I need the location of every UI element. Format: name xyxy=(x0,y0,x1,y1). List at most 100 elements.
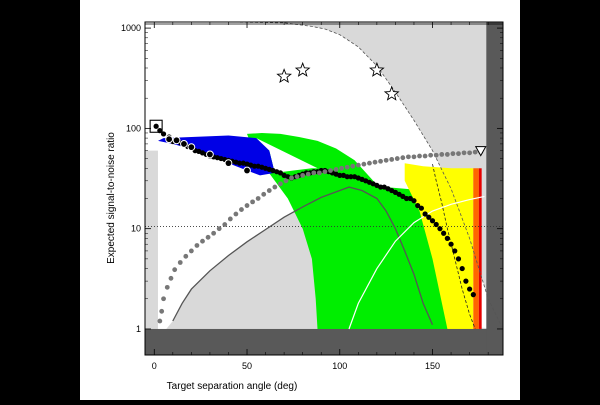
data-point-filled-circle xyxy=(403,195,410,202)
data-point-gray-circle xyxy=(233,211,239,217)
data-point-gray-circle xyxy=(344,164,350,170)
data-point-filled-circle xyxy=(277,170,284,176)
data-point-filled-circle xyxy=(415,202,421,209)
y-tick-label: 1000 xyxy=(121,23,141,33)
data-point-gray-circle xyxy=(328,168,333,173)
data-point-gray-circle xyxy=(216,226,222,232)
data-point-square xyxy=(149,119,163,133)
data-point-gray-circle xyxy=(322,169,328,175)
data-point-gray-circle xyxy=(255,196,261,201)
data-point-gray-circle xyxy=(188,248,194,254)
data-point-gray-circle xyxy=(227,216,233,222)
data-point-filled-circle xyxy=(429,218,436,224)
data-point-open-circle xyxy=(243,166,251,175)
data-point-filled-circle xyxy=(441,230,447,236)
data-point-gray-circle xyxy=(367,160,372,166)
data-point-filled-circle xyxy=(411,198,417,204)
data-point-gray-circle xyxy=(444,152,450,157)
data-point-filled-circle xyxy=(422,211,428,217)
data-point-filled-circle xyxy=(459,265,465,272)
data-point-gray-circle xyxy=(157,318,163,324)
data-point-gray-circle xyxy=(383,157,389,163)
data-point-filled-circle xyxy=(344,174,350,180)
left-gray-strip xyxy=(145,150,158,329)
data-point-gray-circle xyxy=(311,170,317,176)
data-point-gray-circle xyxy=(472,149,478,155)
data-point-gray-circle xyxy=(333,166,339,172)
data-point-gray-circle xyxy=(417,153,422,159)
y-tick-label: 1 xyxy=(136,324,141,334)
data-point-filled-circle xyxy=(448,241,454,247)
plot-content xyxy=(145,22,503,355)
snr-chart: 0 50 100 150 1 10 100 1000 Target separation an… xyxy=(106,21,504,392)
data-point-gray-circle xyxy=(428,152,434,158)
data-point-gray-circle xyxy=(350,163,356,169)
data-point-triangle-down xyxy=(474,146,487,157)
data-point-gray-circle xyxy=(200,238,205,244)
data-point-filled-circle xyxy=(437,226,443,232)
series-triangle-down xyxy=(474,146,487,157)
red-edge-band xyxy=(478,168,482,329)
data-point-filled-circle xyxy=(377,184,384,190)
data-point-gray-circle xyxy=(450,151,456,157)
orange-band xyxy=(473,168,479,329)
data-point-star xyxy=(369,61,385,77)
data-point-gray-circle xyxy=(168,275,174,281)
upper-gray-region xyxy=(145,22,503,329)
data-point-filled-circle xyxy=(467,286,473,292)
y-tick-label: 100 xyxy=(126,123,141,133)
data-point-filled-circle xyxy=(251,163,258,169)
data-point-gray-circle xyxy=(222,222,228,227)
data-point-filled-circle xyxy=(237,160,243,166)
data-point-gray-circle xyxy=(164,284,170,290)
data-point-gray-circle xyxy=(456,151,461,157)
data-point-gray-circle xyxy=(372,159,378,165)
data-point-gray-circle xyxy=(394,156,400,161)
series-star xyxy=(276,61,400,101)
data-point-gray-circle xyxy=(300,172,306,178)
gray-curve xyxy=(172,186,434,326)
data-point-filled-circle xyxy=(444,235,450,241)
y-axis-label: Expected signal-to-noise ratio xyxy=(106,132,117,264)
x-axis-label: Target separation angle (deg) xyxy=(167,381,298,392)
data-point-gray-circle xyxy=(355,162,361,168)
data-point-star xyxy=(383,85,400,101)
data-point-gray-circle xyxy=(266,188,272,193)
chart-panel: 0 50 100 150 1 10 100 1000 Target separation an… xyxy=(80,0,520,400)
data-point-gray-circle xyxy=(239,207,244,212)
bottom-dark-band xyxy=(145,328,503,355)
data-point-open-circle xyxy=(172,136,181,145)
data-point-open-circle xyxy=(224,159,233,168)
series-gray-circle xyxy=(157,149,484,324)
data-point-gray-circle xyxy=(205,234,211,240)
data-point-gray-circle xyxy=(250,199,255,205)
data-point-gray-circle xyxy=(400,155,406,161)
data-point-gray-circle xyxy=(177,260,183,265)
series-open-circle xyxy=(165,135,251,175)
data-point-open-circle xyxy=(206,150,214,159)
data-point-open-circle xyxy=(180,140,188,148)
data-point-star xyxy=(294,61,311,77)
data-point-gray-circle xyxy=(467,150,473,156)
data-point-gray-circle xyxy=(289,175,294,181)
data-point-gray-circle xyxy=(161,296,166,302)
data-point-gray-circle xyxy=(405,154,411,160)
plot-frame xyxy=(144,21,504,356)
data-point-gray-circle xyxy=(278,181,283,187)
data-point-filled-circle xyxy=(470,292,476,298)
x-tick-label: 50 xyxy=(242,361,252,371)
data-point-gray-circle xyxy=(194,243,200,248)
data-point-gray-circle xyxy=(172,267,178,273)
data-point-gray-circle xyxy=(422,153,428,159)
x-tick-label: 150 xyxy=(425,361,440,371)
data-point-filled-circle xyxy=(433,221,439,228)
data-point-gray-circle xyxy=(361,161,367,167)
series-square xyxy=(149,119,163,133)
data-point-open-circle xyxy=(165,135,174,144)
data-point-gray-circle xyxy=(316,170,322,176)
yellow-region xyxy=(404,163,474,329)
data-point-gray-circle xyxy=(272,184,278,190)
data-point-gray-circle xyxy=(389,157,395,162)
data-point-gray-circle xyxy=(261,191,267,197)
